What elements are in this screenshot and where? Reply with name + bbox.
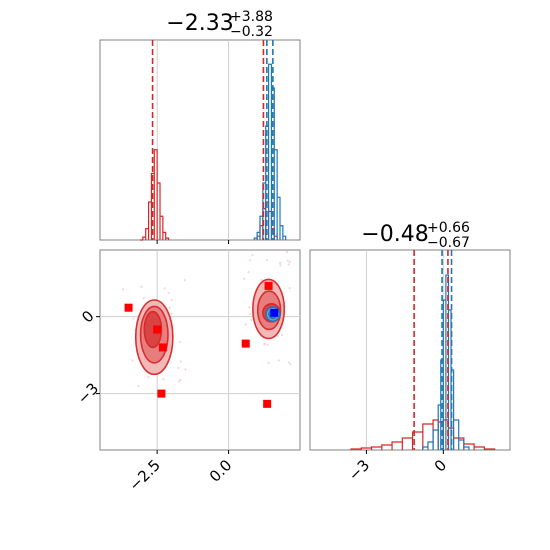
y-tick-label: 0 (78, 307, 97, 326)
x-tick-label: −2.5 (125, 456, 163, 494)
histogram-bars (350, 419, 496, 450)
faint-point (178, 340, 181, 344)
faint-point (170, 298, 173, 302)
red-marker (263, 399, 272, 408)
faint-point (184, 368, 187, 371)
faint-point (163, 287, 166, 290)
red-marker (158, 343, 167, 352)
gridlines (156, 40, 230, 240)
faint-point (167, 291, 170, 295)
x-tick-label: 0.0 (206, 456, 236, 486)
faint-point (278, 261, 282, 265)
faint-point (183, 279, 186, 282)
x-tick-labels: −3 0 (345, 456, 450, 484)
faint-point (179, 378, 182, 381)
histogram-bars (140, 149, 278, 241)
faint-point (179, 360, 182, 363)
title-plus: +3.88 (230, 9, 273, 25)
faint-point (131, 359, 134, 362)
red-marker (264, 281, 273, 290)
faint-point (177, 366, 180, 369)
faint-point (243, 277, 246, 280)
faint-point (244, 323, 247, 326)
faint-point (140, 285, 143, 288)
blue-marker (270, 308, 279, 317)
gridlines (365, 250, 444, 450)
faint-point (265, 259, 269, 262)
faint-point (251, 253, 254, 256)
faint-point (142, 297, 146, 300)
red-marker (241, 339, 250, 348)
y-tick-label: −3 (74, 379, 102, 407)
faint-point (263, 342, 266, 345)
histogram-bars (253, 63, 287, 240)
faint-point (169, 306, 172, 309)
faint-point (250, 318, 253, 321)
contour-level (143, 310, 163, 349)
faint-point (147, 376, 150, 379)
faint-point (121, 288, 125, 291)
red-marker (157, 389, 166, 398)
quantile-lines (413, 250, 453, 450)
red-marker (153, 325, 162, 334)
title-minus: −0.32 (230, 24, 273, 40)
histogram-series (350, 274, 496, 450)
faint-point (266, 343, 269, 347)
title-plus: +0.66 (427, 220, 470, 236)
x-tick-label: 0 (431, 456, 450, 475)
faint-point (162, 378, 165, 381)
faint-point (287, 263, 290, 266)
faint-point (132, 317, 135, 320)
faint-point (249, 312, 252, 316)
panel-title: −0.48 (361, 222, 428, 247)
faint-point (288, 287, 291, 290)
panel-title: −2.33 (166, 11, 233, 36)
title-value: −2.33 (166, 11, 233, 36)
contour-levels (134, 278, 286, 376)
faint-point (287, 361, 290, 364)
faint-point (286, 251, 289, 254)
faint-point (288, 260, 291, 263)
tick-marks (365, 450, 444, 454)
y-tick-labels: 0 −3 (74, 307, 102, 408)
faint-point (277, 359, 280, 362)
faint-point (289, 363, 292, 366)
faint-point (276, 334, 279, 338)
faint-point (279, 264, 282, 267)
contour-panel: −2.5 0.0 0 −3 (74, 249, 301, 495)
faint-point (247, 271, 250, 274)
faint-point (280, 333, 284, 336)
axes-frame (99, 249, 301, 451)
x-tick-label: −3 (345, 456, 373, 484)
tick-marks (156, 240, 230, 244)
faint-point (267, 361, 270, 364)
x-tick-labels: −2.5 0.0 (125, 456, 235, 494)
faint-point (137, 384, 140, 388)
histogram-panel-x: −2.33 +3.88 −0.32 (99, 9, 301, 244)
faint-point (248, 306, 251, 309)
axes-frame (99, 39, 301, 241)
quantile-lines (151, 40, 274, 240)
faint-point (248, 259, 252, 262)
faint-point (260, 278, 263, 282)
title-minus: −0.67 (427, 235, 470, 251)
faint-point (177, 380, 181, 383)
faint-point (286, 259, 289, 262)
marker-points (124, 281, 279, 408)
tick-marks (96, 316, 230, 454)
title-value: −0.48 (361, 222, 428, 247)
axes-frame (309, 249, 511, 451)
faint-point (170, 312, 173, 316)
histogram-panel-y: −3 0 −0.48 +0.66 −0.67 (309, 220, 511, 484)
red-marker (124, 303, 133, 312)
